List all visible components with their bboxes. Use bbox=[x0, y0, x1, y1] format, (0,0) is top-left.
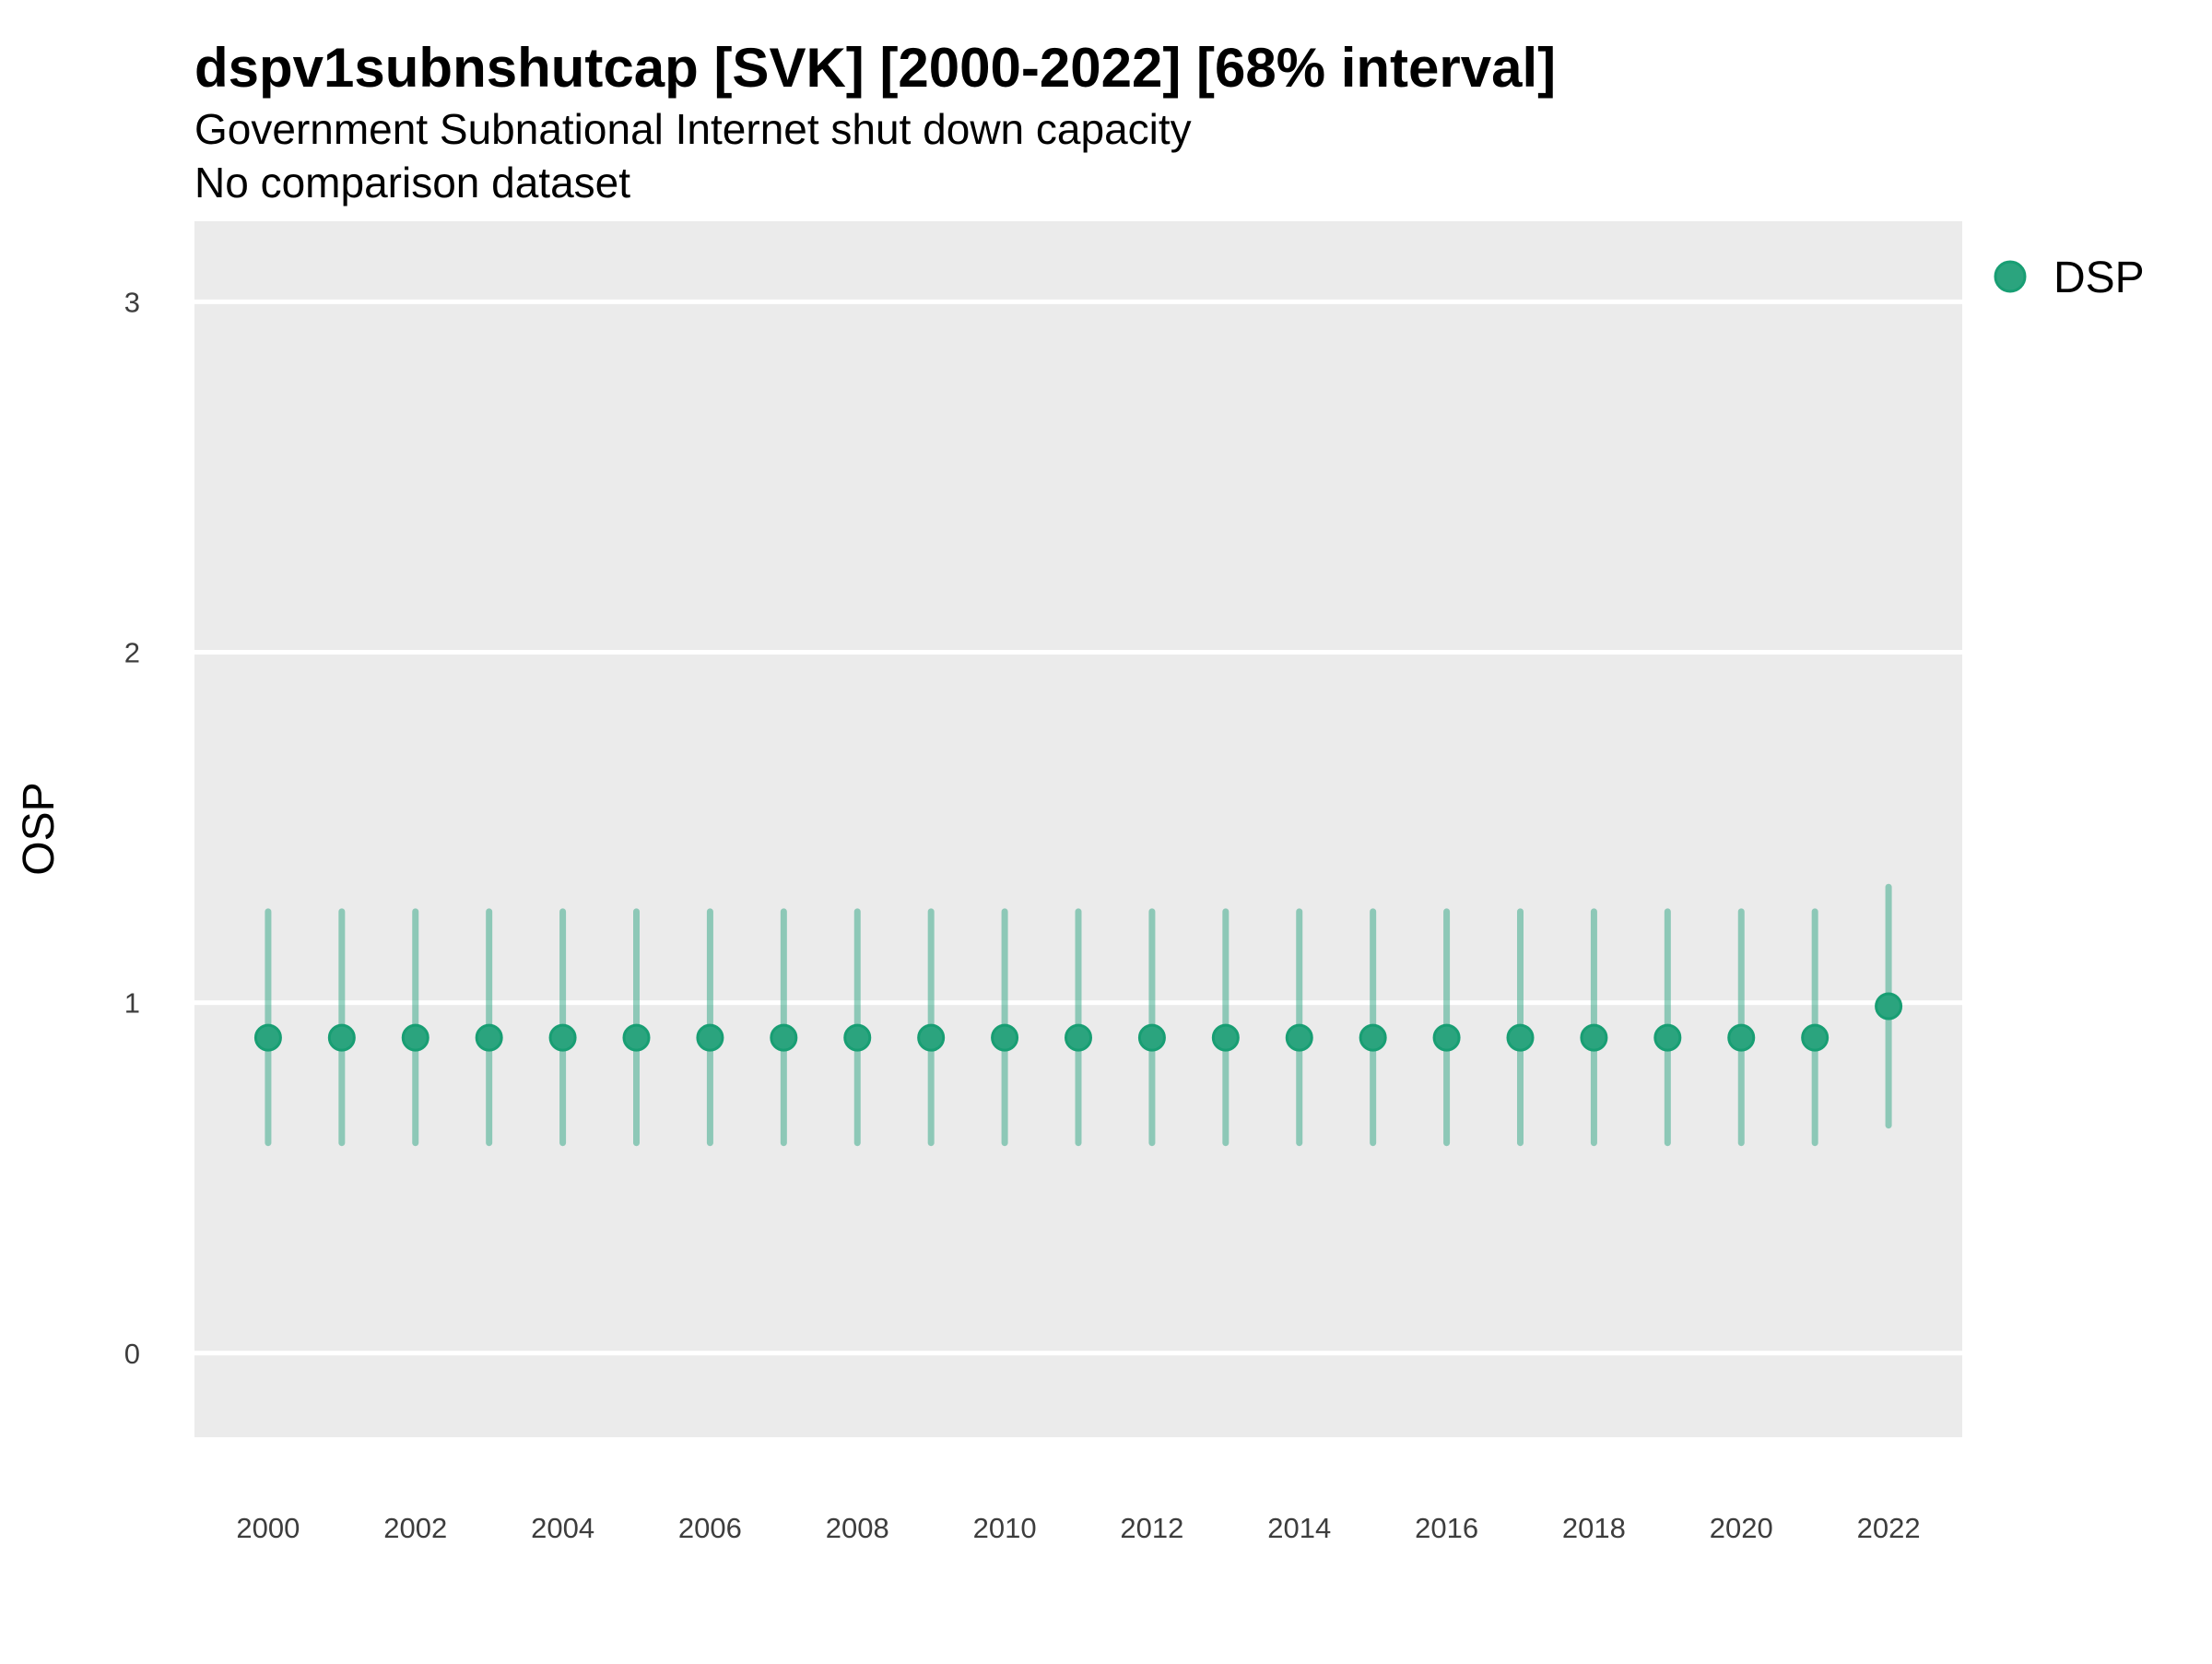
data-point-2001 bbox=[327, 1023, 356, 1052]
data-point-2005 bbox=[622, 1023, 651, 1052]
data-point-2008 bbox=[843, 1023, 872, 1052]
data-point-2016 bbox=[1432, 1023, 1461, 1052]
legend: DSP bbox=[1994, 254, 2145, 302]
x-tick-2004: 2004 bbox=[531, 1512, 594, 1544]
data-point-2007 bbox=[770, 1023, 798, 1052]
plot-panel bbox=[194, 221, 1962, 1437]
x-tick-2000: 2000 bbox=[236, 1512, 300, 1544]
comparison-note: No comparison dataset bbox=[194, 159, 630, 207]
chart-title: dspv1subnshutcap [SVK] [2000-2022] [68% … bbox=[194, 37, 1556, 99]
x-tick-2020: 2020 bbox=[1710, 1512, 1773, 1544]
x-tick-2016: 2016 bbox=[1415, 1512, 1478, 1544]
legend-label: DSP bbox=[2053, 254, 2145, 302]
data-point-2014 bbox=[1285, 1023, 1313, 1052]
y-axis-title: OSP bbox=[15, 782, 64, 875]
x-tick-2022: 2022 bbox=[1857, 1512, 1921, 1544]
x-axis-tick-labels: 2000 2002 2004 2006 2008 2010 2012 2014 2016 2018… bbox=[236, 1512, 1920, 1544]
data-point-2022 bbox=[1875, 992, 1903, 1021]
x-tick-2008: 2008 bbox=[826, 1512, 889, 1544]
x-tick-2010: 2010 bbox=[973, 1512, 1037, 1544]
data-point-2013 bbox=[1211, 1023, 1240, 1052]
data-point-2021 bbox=[1801, 1023, 1830, 1052]
y-tick-1: 1 bbox=[124, 987, 140, 1020]
x-tick-2012: 2012 bbox=[1120, 1512, 1183, 1544]
x-tick-2018: 2018 bbox=[1562, 1512, 1626, 1544]
data-point-2006 bbox=[696, 1023, 724, 1052]
data-point-2009 bbox=[917, 1023, 946, 1052]
data-point-2020 bbox=[1727, 1023, 1756, 1052]
x-tick-2006: 2006 bbox=[678, 1512, 742, 1544]
y-tick-0: 0 bbox=[124, 1338, 140, 1370]
y-axis-tick-labels: 0 1 2 3 bbox=[124, 286, 140, 1369]
y-tick-2: 2 bbox=[124, 637, 140, 669]
data-point-2003 bbox=[475, 1023, 503, 1052]
chart-subtitle: Government Subnational Internet shut dow… bbox=[194, 105, 1192, 153]
y-tick-3: 3 bbox=[124, 286, 140, 318]
data-point-2011 bbox=[1065, 1023, 1092, 1052]
data-point-2018 bbox=[1580, 1023, 1608, 1052]
data-point-2015 bbox=[1359, 1023, 1387, 1052]
data-point-2019 bbox=[1653, 1023, 1682, 1052]
data-point-2000 bbox=[253, 1023, 282, 1052]
data-point-2004 bbox=[548, 1023, 577, 1052]
data-point-2017 bbox=[1506, 1023, 1535, 1052]
series-dsp bbox=[253, 883, 1903, 1147]
x-tick-2002: 2002 bbox=[383, 1512, 447, 1544]
data-point-2002 bbox=[401, 1023, 429, 1052]
data-point-2012 bbox=[1137, 1023, 1166, 1052]
gridlines bbox=[194, 299, 1962, 1356]
x-tick-2014: 2014 bbox=[1267, 1512, 1331, 1544]
legend-point-icon bbox=[1994, 260, 2027, 293]
data-point-2010 bbox=[991, 1023, 1019, 1052]
